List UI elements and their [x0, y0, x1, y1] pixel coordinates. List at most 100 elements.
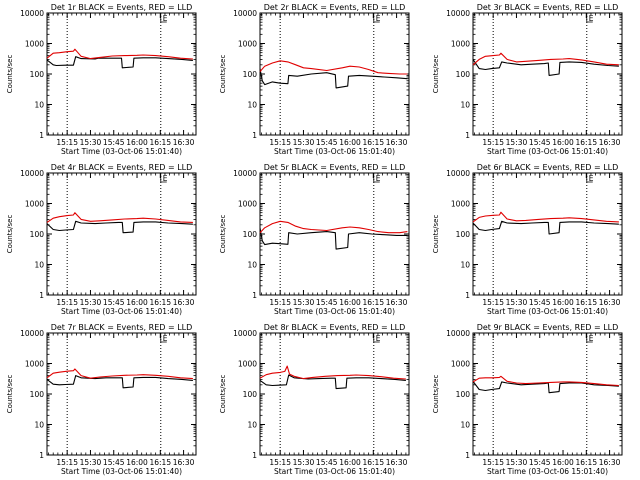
event-marker-bracket [373, 334, 380, 343]
y-tick-label: 10000 [233, 9, 257, 18]
x-tick-label: 15:45 [103, 138, 125, 147]
x-tick-label: 15:45 [316, 298, 338, 307]
lld-series-line [472, 52, 619, 66]
y-tick-label: 10 [34, 261, 44, 270]
x-tick-label: 16:15 [362, 138, 384, 147]
x-axis-label: Start Time (03-Oct-06 15:01:40) [487, 147, 608, 156]
y-tick-label: 10000 [20, 9, 44, 18]
y-tick-label: 10 [460, 421, 470, 430]
x-axis-label: Start Time (03-Oct-06 15:01:40) [487, 467, 608, 476]
x-tick-label: 15:45 [529, 138, 551, 147]
x-tick-label: 15:15 [482, 298, 504, 307]
x-tick-label: 15:15 [56, 138, 78, 147]
x-tick-label: 15:15 [482, 138, 504, 147]
x-tick-label: 16:15 [362, 298, 384, 307]
event-marker-bracket [160, 334, 167, 343]
events-series-line [259, 227, 408, 250]
detector-panel-3: Det 3r BLACK = Events, RED = LLD 1 10 100 10… [432, 3, 623, 156]
x-tick-label: 16:30 [386, 298, 408, 307]
x-tick-label: 16:00 [126, 298, 148, 307]
axes-frame [259, 332, 410, 456]
y-tick-label: 10000 [233, 169, 257, 178]
event-marker-bracket [373, 174, 380, 183]
lld-series-line [259, 220, 408, 234]
x-axis-label: Start Time (03-Oct-06 15:01:40) [61, 147, 182, 156]
events-series-line [46, 56, 193, 69]
detector-panel-7: Det 7r BLACK = Events, RED = LLD 1 10 100 10… [6, 323, 197, 476]
detector-panel-2: Det 2r BLACK = Events, RED = LLD 1 10 100 10… [219, 3, 410, 156]
lld-series-line [472, 211, 619, 223]
x-axis-label: Start Time (03-Oct-06 15:01:40) [61, 307, 182, 316]
x-axis-label: Start Time (03-Oct-06 15:01:40) [487, 307, 608, 316]
panel-title: Det 4r BLACK = Events, RED = LLD [51, 163, 193, 172]
y-tick-label: 100 [243, 390, 258, 399]
y-tick-label: 1000 [25, 40, 44, 49]
event-marker-label: E [163, 174, 168, 183]
y-tick-label: 10000 [20, 329, 44, 338]
x-tick-label: 16:00 [552, 138, 574, 147]
panel-title: Det 8r BLACK = Events, RED = LLD [264, 323, 406, 332]
x-tick-label: 16:00 [339, 458, 361, 467]
lld-series-line [472, 375, 619, 387]
event-marker-label: E [376, 334, 381, 343]
y-tick-label: 1 [39, 451, 44, 460]
events-series-line [472, 59, 619, 76]
x-axis-label: Start Time (03-Oct-06 15:01:40) [274, 307, 395, 316]
lld-series-line [46, 48, 193, 60]
x-tick-label: 15:15 [269, 138, 291, 147]
events-series-line [472, 380, 619, 394]
x-tick-label: 15:45 [316, 138, 338, 147]
y-tick-label: 1 [465, 131, 470, 140]
x-tick-label: 15:30 [293, 458, 315, 467]
detector-panel-5: Det 5r BLACK = Events, RED = LLD 1 10 100 10… [219, 163, 410, 316]
x-tick-label: 16:00 [339, 298, 361, 307]
detector-panel-6: Det 6r BLACK = Events, RED = LLD 1 10 100 10… [432, 163, 623, 316]
axes-frame [46, 332, 197, 456]
y-tick-label: 10 [460, 261, 470, 270]
y-tick-label: 100 [243, 70, 258, 79]
y-tick-label: 10000 [446, 9, 470, 18]
x-tick-label: 15:45 [529, 458, 551, 467]
panel-title: Det 7r BLACK = Events, RED = LLD [51, 323, 193, 332]
x-tick-label: 16:15 [149, 458, 171, 467]
event-marker-label: E [163, 334, 168, 343]
event-marker-bracket [586, 174, 593, 183]
y-tick-label: 10 [34, 101, 44, 110]
y-tick-label: 1000 [451, 200, 470, 209]
x-tick-label: 15:45 [103, 298, 125, 307]
x-tick-label: 15:30 [506, 298, 528, 307]
detector-panel-8: Det 8r BLACK = Events, RED = LLD 1 10 100 10… [219, 323, 410, 476]
x-tick-label: 16:15 [575, 458, 597, 467]
detector-panel-4: Det 4r BLACK = Events, RED = LLD 1 10 100 10… [6, 163, 197, 316]
events-series-line [472, 220, 619, 235]
x-tick-label: 16:30 [173, 298, 195, 307]
axes-frame [472, 12, 623, 136]
axes-frame [472, 332, 623, 456]
x-tick-label: 16:15 [575, 298, 597, 307]
events-series-line [259, 374, 406, 390]
x-tick-label: 15:30 [506, 458, 528, 467]
y-axis-label: Counts/sec [432, 55, 440, 94]
y-tick-label: 10000 [20, 169, 44, 178]
y-axis-label: Counts/sec [219, 55, 227, 94]
event-marker-bracket [373, 14, 380, 23]
x-tick-label: 15:15 [56, 458, 78, 467]
lld-series-line [46, 212, 193, 223]
x-tick-label: 16:00 [339, 138, 361, 147]
detector-panel-9: Det 9r BLACK = Events, RED = LLD 1 10 100 10… [432, 323, 623, 476]
x-tick-label: 16:15 [575, 138, 597, 147]
lld-series-line [259, 60, 408, 75]
x-tick-label: 15:45 [316, 458, 338, 467]
x-tick-label: 16:30 [386, 458, 408, 467]
y-tick-label: 1 [465, 291, 470, 300]
panel-title: Det 3r BLACK = Events, RED = LLD [477, 3, 619, 12]
x-tick-label: 16:00 [126, 138, 148, 147]
y-tick-label: 10000 [446, 169, 470, 178]
y-tick-label: 1 [252, 131, 257, 140]
event-marker-label: E [163, 14, 168, 23]
x-tick-label: 15:15 [482, 458, 504, 467]
y-tick-label: 100 [30, 70, 45, 79]
y-tick-label: 10 [460, 101, 470, 110]
x-tick-label: 16:15 [362, 458, 384, 467]
